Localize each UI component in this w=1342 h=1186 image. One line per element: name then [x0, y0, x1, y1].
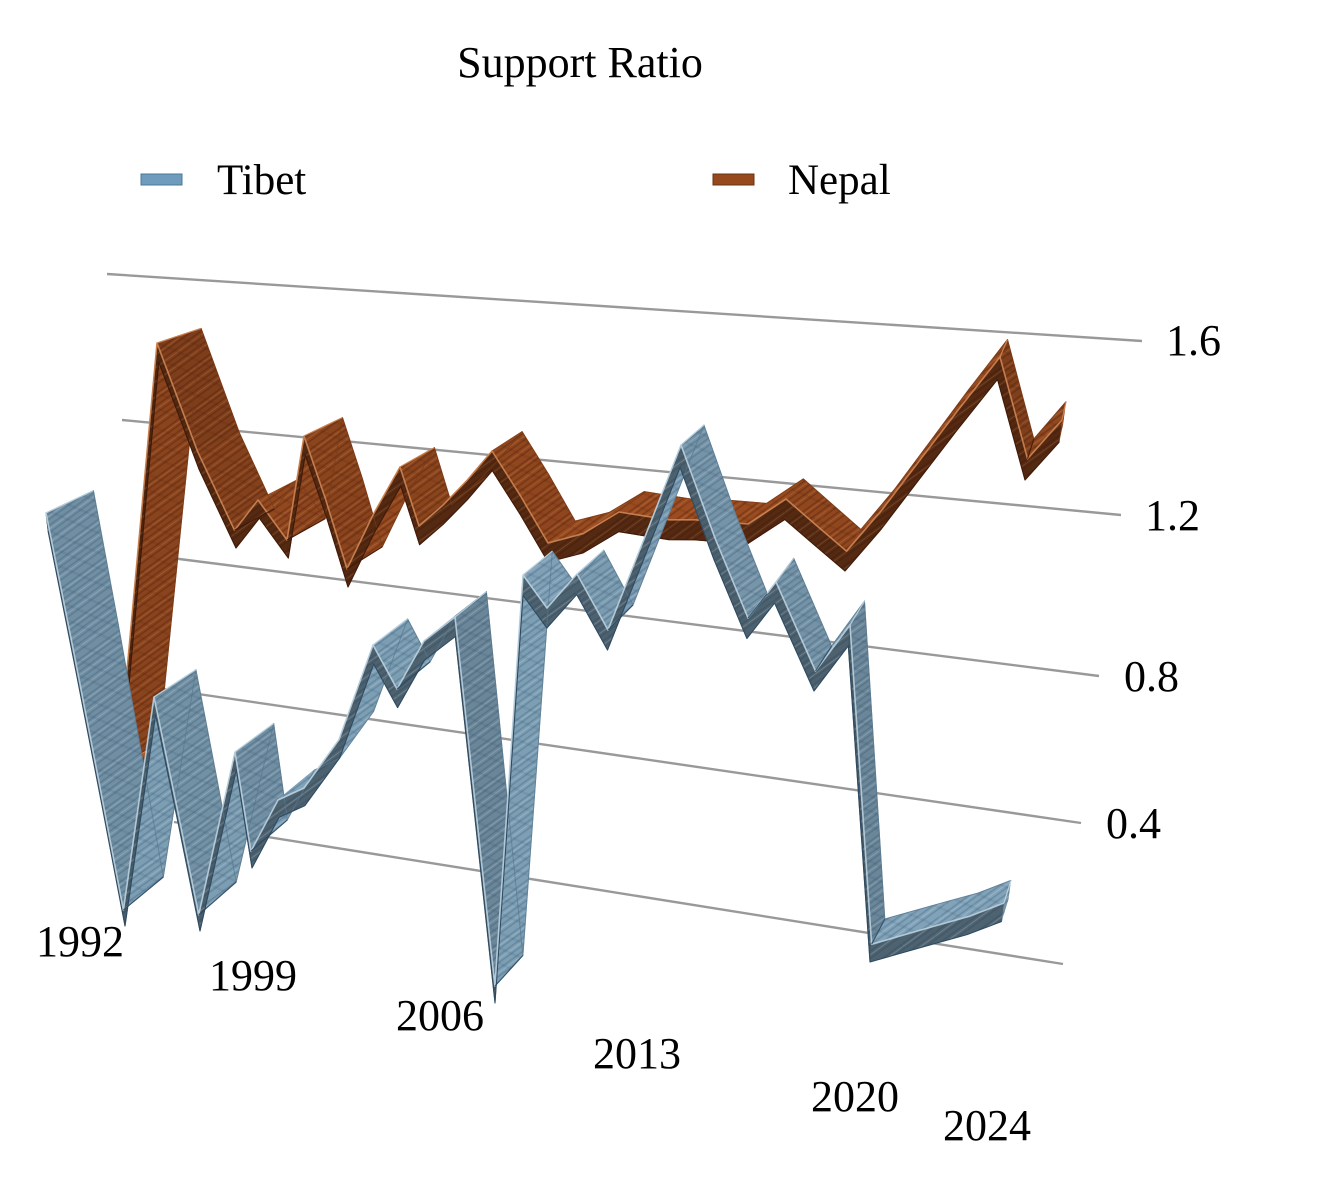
svg-text:2013: 2013 [593, 1029, 681, 1078]
svg-text:0.4: 0.4 [1106, 799, 1161, 848]
svg-text:2006: 2006 [396, 991, 484, 1040]
svg-text:Nepal: Nepal [788, 157, 891, 204]
svg-text:1.6: 1.6 [1166, 316, 1221, 365]
svg-text:1.2: 1.2 [1145, 491, 1200, 540]
svg-text:0.8: 0.8 [1124, 652, 1179, 701]
svg-text:Tibet: Tibet [217, 157, 306, 204]
svg-text:1999: 1999 [209, 951, 297, 1000]
svg-text:Support Ratio: Support Ratio [457, 38, 703, 87]
svg-text:2024: 2024 [943, 1101, 1031, 1150]
svg-text:1992: 1992 [36, 917, 124, 966]
svg-text:2020: 2020 [811, 1072, 899, 1121]
